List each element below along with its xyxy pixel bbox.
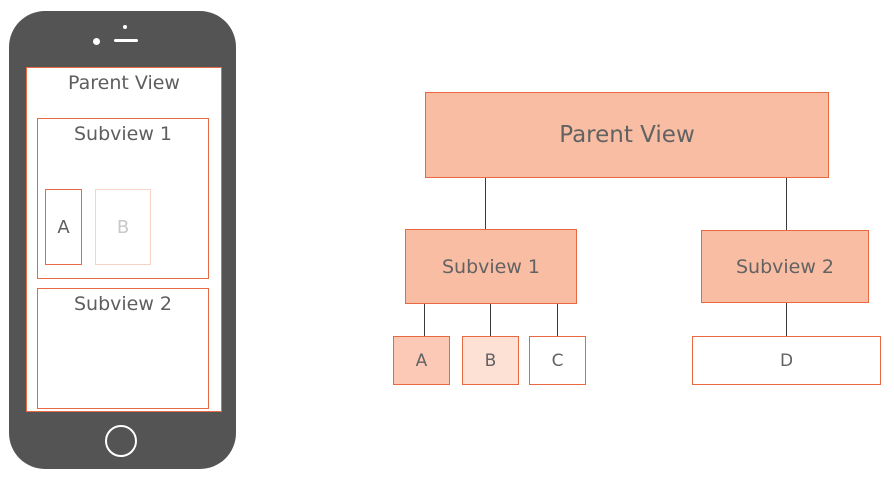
screen-parent-title: Parent View [68,72,180,94]
connector-parent-subview2 [786,178,787,230]
tree-node-c: C [529,336,586,385]
camera-icon [123,25,127,29]
tree-node-subview-1: Subview 1 [405,229,577,304]
connector-subview1-c [557,304,558,336]
screen-box-a: A [45,189,82,265]
tree-node-b: B [462,336,519,385]
connector-subview1-b [490,304,491,336]
phone-mockup: Parent View Subview 1 A B Subview 2 [9,11,236,469]
screen-subview-2-title: Subview 2 [73,293,173,315]
home-button-icon [105,425,137,457]
screen-box-b: B [95,189,151,265]
screen-subview-2: Subview 2 [37,288,209,409]
sensor-dot-icon [93,38,100,45]
speaker-icon [114,39,138,42]
connector-subview2-d [786,303,787,336]
screen-subview-1-title: Subview 1 [73,123,173,145]
connector-parent-subview1 [485,178,486,229]
connector-subview1-a [424,304,425,336]
screen-subview-1: Subview 1 A B [37,118,209,279]
tree-node-a: A [393,336,450,385]
tree-node-parent-view: Parent View [425,92,829,178]
tree-node-d: D [692,336,881,385]
phone-screen-parent-view: Parent View Subview 1 A B Subview 2 [26,67,222,412]
tree-node-subview-2: Subview 2 [701,230,869,303]
